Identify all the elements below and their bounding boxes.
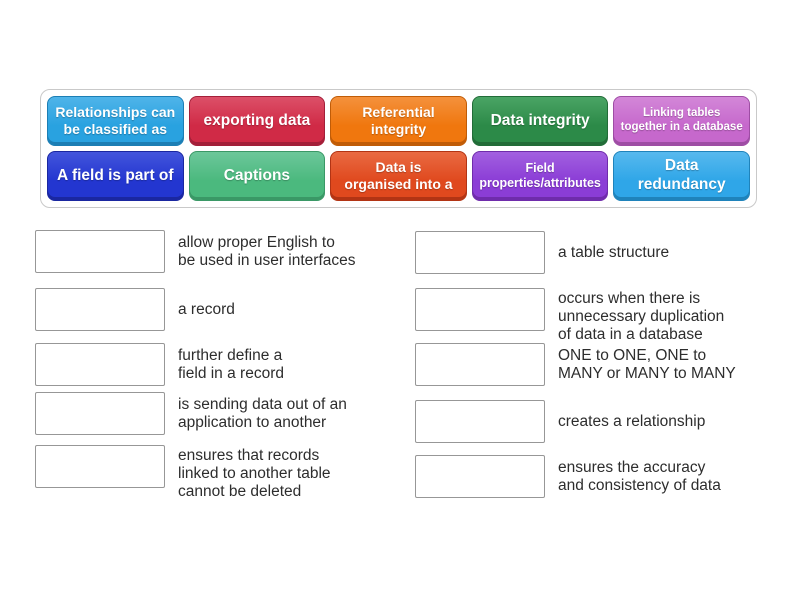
clue-right-5: ensures the accuracy and consistency of d… xyxy=(558,458,721,494)
answer-slot-right-4[interactable] xyxy=(415,400,545,443)
match-row-right-1: a table structure xyxy=(415,231,669,274)
clue-right-3: ONE to ONE, ONE to MANY or MANY to MANY xyxy=(558,346,736,382)
answer-slot-left-4[interactable] xyxy=(35,392,165,435)
answer-slot-left-2[interactable] xyxy=(35,288,165,331)
clue-left-3: further define a field in a record xyxy=(178,346,284,382)
answer-slot-left-1[interactable] xyxy=(35,230,165,273)
answer-slot-left-3[interactable] xyxy=(35,343,165,386)
tile-data-redundancy[interactable]: Data redundancy xyxy=(613,151,750,201)
tile-a-field-is-part-of[interactable]: A field is part of xyxy=(47,151,184,201)
answer-slot-right-2[interactable] xyxy=(415,288,545,331)
tile-data-is-organised-into-a[interactable]: Data is organised into a xyxy=(330,151,467,201)
tile-referential-integrity[interactable]: Referential integrity xyxy=(330,96,467,146)
match-row-right-5: ensures the accuracy and consistency of d… xyxy=(415,455,721,498)
clue-right-2: occurs when there is unnecessary duplicat… xyxy=(558,290,725,343)
tile-data-integrity[interactable]: Data integrity xyxy=(471,96,609,146)
match-row-left-5: ensures that records linked to another ta… xyxy=(35,445,331,501)
tile-field-properties-attributes[interactable]: Field properties/attributes xyxy=(471,151,609,201)
match-row-right-4: creates a relationship xyxy=(415,400,705,443)
match-row-left-2: a record xyxy=(35,288,235,331)
clue-left-5: ensures that records linked to another ta… xyxy=(178,447,331,500)
clue-left-4: is sending data out of an application to … xyxy=(178,395,347,431)
clue-left-1: allow proper English to be used in user i… xyxy=(178,233,356,269)
clue-right-1: a table structure xyxy=(558,243,670,261)
answer-slot-left-5[interactable] xyxy=(35,445,165,488)
match-row-right-3: ONE to ONE, ONE to MANY or MANY to MANY xyxy=(415,343,736,386)
match-row-left-1: allow proper English to be used in user i… xyxy=(35,230,356,273)
answer-slot-right-3[interactable] xyxy=(415,343,545,386)
tile-linking-tables-together-in-a-database[interactable]: Linking tables together in a database xyxy=(613,96,750,146)
clue-right-4: creates a relationship xyxy=(558,412,706,430)
word-bank: Relationships can be classified as export… xyxy=(40,89,757,208)
answer-slot-right-1[interactable] xyxy=(415,231,545,274)
tile-relationships-can-be-classified-as[interactable]: Relationships can be classified as xyxy=(47,96,184,146)
tile-exporting-data[interactable]: exporting data xyxy=(188,96,326,146)
match-row-right-2: occurs when there is unnecessary duplicat… xyxy=(415,288,724,344)
tile-captions[interactable]: Captions xyxy=(188,151,326,201)
clue-left-2: a record xyxy=(178,300,235,318)
match-row-left-3: further define a field in a record xyxy=(35,343,284,386)
answer-slot-right-5[interactable] xyxy=(415,455,545,498)
match-row-left-4: is sending data out of an application to … xyxy=(35,392,347,435)
